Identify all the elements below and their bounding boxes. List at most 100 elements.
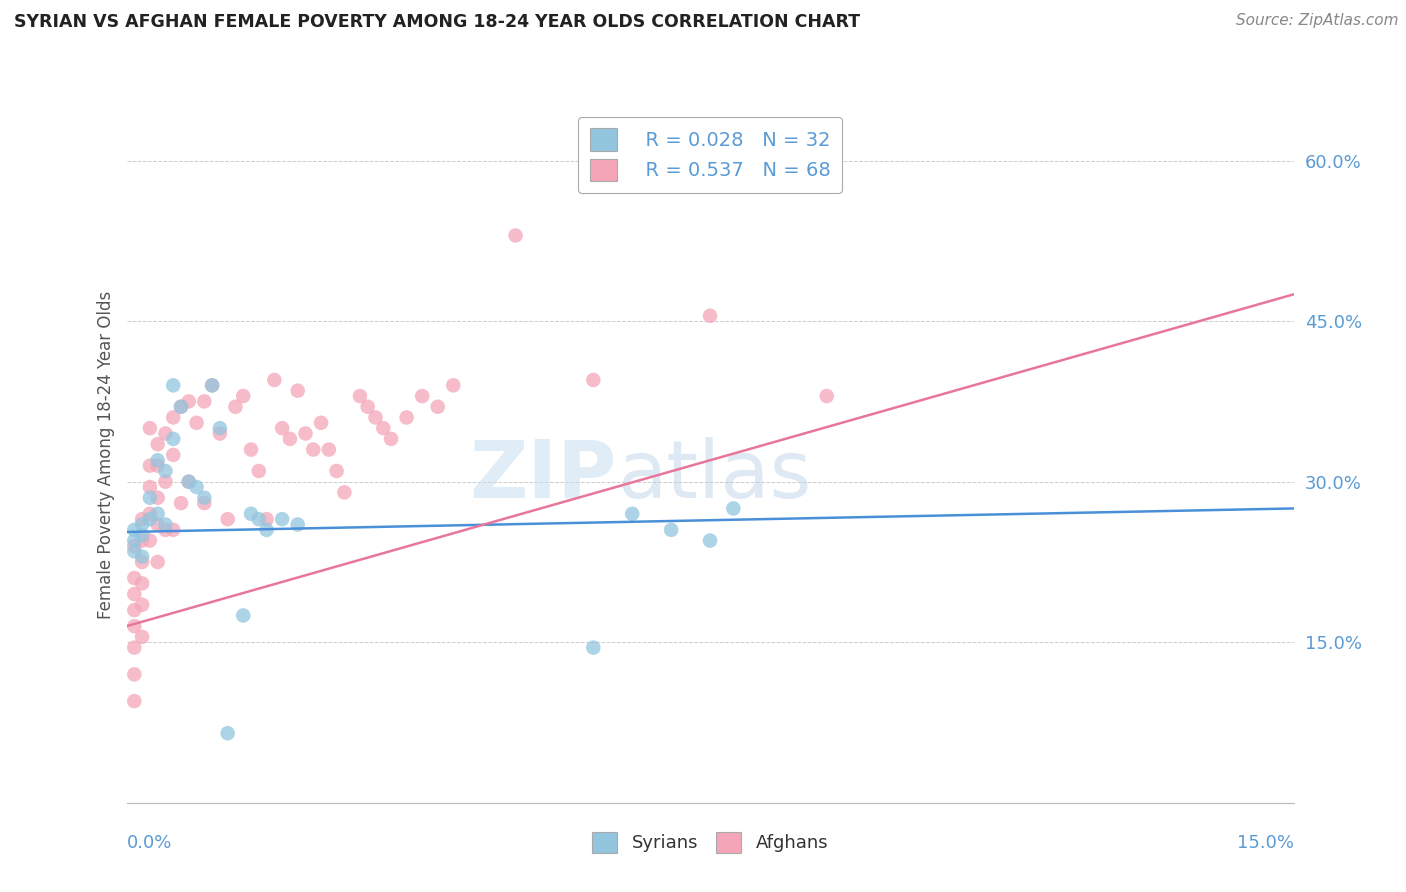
Point [208, 426, 231, 441]
Point [146, 453, 169, 467]
Point [333, 485, 356, 500]
Point [162, 523, 184, 537]
Point [318, 442, 340, 457]
Point [139, 458, 162, 473]
Point [380, 432, 402, 446]
Point [582, 373, 605, 387]
Point [224, 400, 246, 414]
Point [373, 421, 395, 435]
Point [177, 475, 200, 489]
Point [217, 726, 239, 740]
Point [139, 491, 162, 505]
Point [232, 389, 254, 403]
Point [124, 640, 146, 655]
Point [294, 426, 316, 441]
Point [287, 384, 309, 398]
Point [146, 555, 169, 569]
Point [131, 630, 153, 644]
Text: Source: ZipAtlas.com: Source: ZipAtlas.com [1236, 13, 1399, 29]
Point [256, 523, 278, 537]
Point [146, 458, 169, 473]
Point [621, 507, 644, 521]
Point [131, 576, 153, 591]
Point [124, 619, 146, 633]
Point [426, 400, 449, 414]
Point [155, 523, 177, 537]
Point [815, 389, 838, 403]
Point [201, 378, 224, 392]
Point [146, 437, 169, 451]
Point [441, 378, 464, 392]
Point [411, 389, 433, 403]
Text: 0.0%: 0.0% [127, 834, 172, 852]
Point [217, 512, 239, 526]
Point [699, 533, 721, 548]
Legend: Syrians, Afghans: Syrians, Afghans [581, 821, 839, 863]
Point [124, 603, 146, 617]
Point [155, 475, 177, 489]
Point [309, 416, 332, 430]
Point [186, 416, 208, 430]
Point [395, 410, 418, 425]
Point [659, 523, 682, 537]
Point [124, 539, 146, 553]
Point [146, 507, 169, 521]
Point [240, 442, 263, 457]
Text: 15.0%: 15.0% [1236, 834, 1294, 852]
Point [349, 389, 371, 403]
Point [162, 448, 184, 462]
Point [177, 394, 200, 409]
Point [271, 421, 294, 435]
Y-axis label: Female Poverty Among 18-24 Year Olds: Female Poverty Among 18-24 Year Olds [97, 291, 115, 619]
Point [193, 496, 215, 510]
Point [124, 694, 146, 708]
Point [193, 491, 215, 505]
Point [256, 512, 278, 526]
Point [131, 533, 153, 548]
Point [139, 533, 162, 548]
Point [325, 464, 347, 478]
Point [505, 228, 527, 243]
Point [131, 598, 153, 612]
Point [131, 517, 153, 532]
Point [155, 426, 177, 441]
Point [699, 309, 721, 323]
Point [170, 496, 193, 510]
Point [155, 464, 177, 478]
Point [146, 491, 169, 505]
Point [124, 667, 146, 681]
Point [124, 544, 146, 558]
Point [131, 549, 153, 564]
Point [131, 512, 153, 526]
Point [170, 400, 193, 414]
Point [263, 373, 285, 387]
Point [364, 410, 387, 425]
Point [723, 501, 745, 516]
Point [139, 507, 162, 521]
Point [302, 442, 325, 457]
Point [278, 432, 301, 446]
Point [271, 512, 294, 526]
Point [582, 640, 605, 655]
Point [247, 464, 270, 478]
Point [124, 523, 146, 537]
Point [357, 400, 380, 414]
Text: ZIP: ZIP [470, 437, 617, 515]
Point [201, 378, 224, 392]
Point [186, 480, 208, 494]
Point [193, 394, 215, 409]
Point [139, 421, 162, 435]
Point [287, 517, 309, 532]
Point [124, 587, 146, 601]
Text: atlas: atlas [617, 437, 811, 515]
Point [124, 571, 146, 585]
Point [131, 528, 153, 542]
Point [247, 512, 270, 526]
Point [139, 512, 162, 526]
Point [170, 400, 193, 414]
Text: SYRIAN VS AFGHAN FEMALE POVERTY AMONG 18-24 YEAR OLDS CORRELATION CHART: SYRIAN VS AFGHAN FEMALE POVERTY AMONG 18… [14, 13, 860, 31]
Point [162, 410, 184, 425]
Point [155, 517, 177, 532]
Point [131, 555, 153, 569]
Point [146, 517, 169, 532]
